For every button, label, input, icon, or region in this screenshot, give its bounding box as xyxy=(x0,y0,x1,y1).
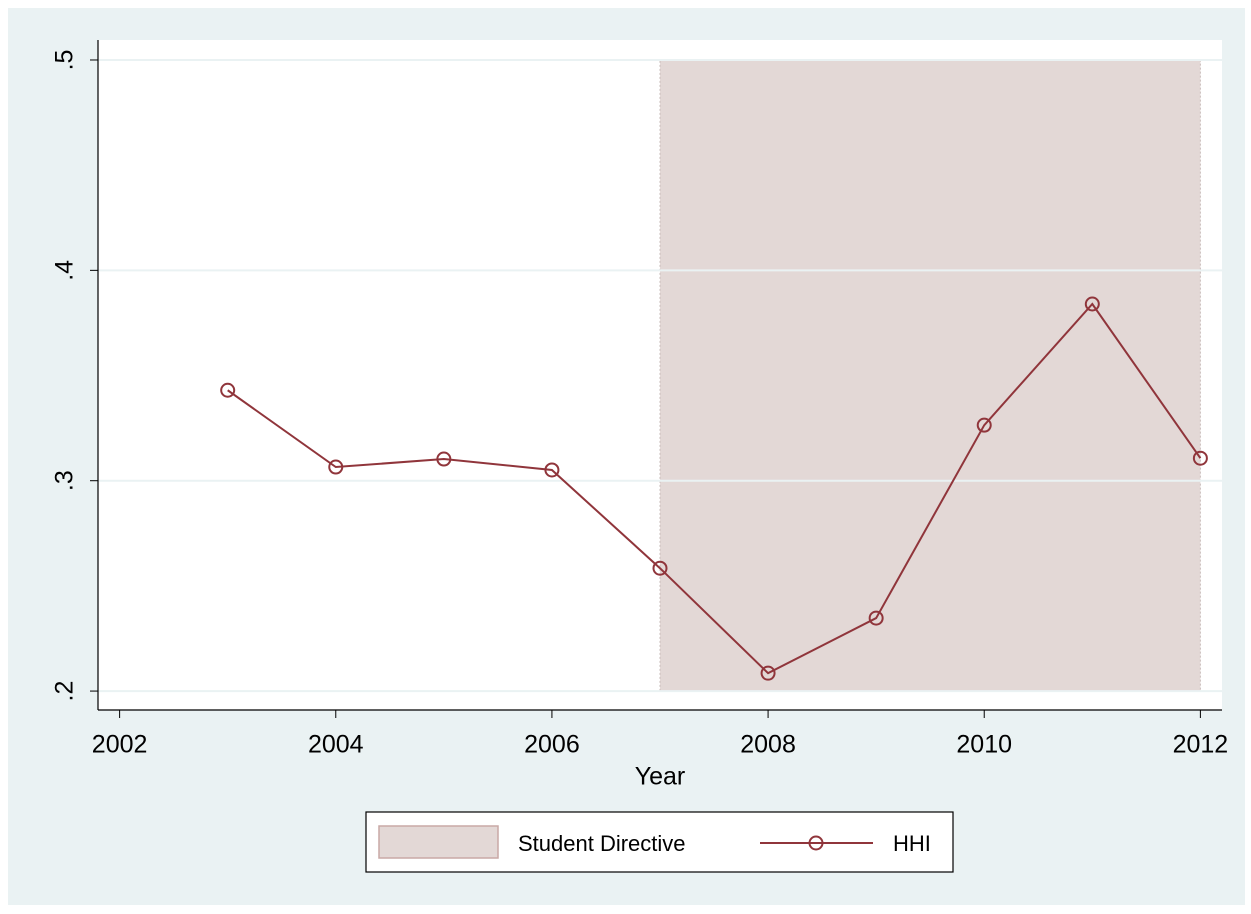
x-tick-label: 2012 xyxy=(1173,731,1229,759)
y-tick-label: .5 xyxy=(51,50,79,71)
data-point xyxy=(760,665,776,681)
x-axis-title: Year xyxy=(635,763,686,791)
data-point xyxy=(652,560,668,576)
legend-marker xyxy=(808,835,824,851)
x-tick-label: 2006 xyxy=(524,731,580,759)
data-point xyxy=(544,462,560,478)
legend-label: Student Directive xyxy=(518,831,686,856)
y-tick-label: .2 xyxy=(51,681,79,702)
y-tick-label: .4 xyxy=(51,260,79,281)
y-tick-label: .3 xyxy=(51,470,79,491)
x-tick-label: 2004 xyxy=(308,731,364,759)
shaded-band xyxy=(659,59,1201,692)
data-point xyxy=(1192,450,1208,466)
data-point xyxy=(436,451,452,467)
legend-label: HHI xyxy=(893,831,931,856)
x-tick-label: 2002 xyxy=(92,731,148,759)
data-point xyxy=(1084,296,1100,312)
data-point xyxy=(868,610,884,626)
data-point xyxy=(328,459,344,475)
legend-swatch xyxy=(378,825,499,859)
x-tick-label: 2010 xyxy=(956,731,1012,759)
data-point xyxy=(976,417,992,433)
x-tick-label: 2008 xyxy=(740,731,796,759)
data-line xyxy=(227,302,1202,675)
data-point xyxy=(220,382,236,398)
